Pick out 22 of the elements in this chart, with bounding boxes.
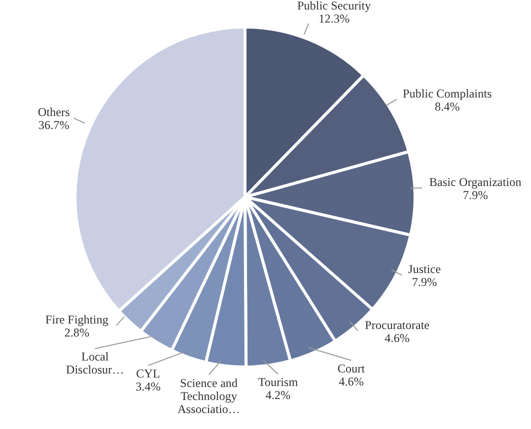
- slice-label: CYL: [136, 366, 160, 381]
- data-label: 2.8%: [64, 325, 90, 340]
- slice-label: Others: [38, 105, 70, 120]
- slice-label: Court: [338, 361, 366, 376]
- data-label: 4.6%: [338, 374, 364, 388]
- data-label: 12.3%: [318, 11, 350, 26]
- slice-label: Public Complaints: [402, 86, 492, 100]
- data-label: 3.4%: [136, 380, 161, 394]
- data-label: 7.9%: [462, 188, 488, 202]
- slice-label: Public Security: [297, 0, 371, 12]
- slice-label: Science and Technology Associatio…: [178, 376, 240, 416]
- slice-label: Tourism: [258, 375, 299, 390]
- slice-label: Fire Fighting: [45, 312, 108, 326]
- slice-label: Justice: [408, 262, 441, 276]
- slice-label: Basic Organization: [429, 175, 522, 189]
- data-label: 7.9%: [412, 275, 438, 290]
- data-label: 8.4%: [434, 99, 460, 114]
- slice-label: Local Disclosur…: [66, 350, 124, 377]
- slice-label: Procuratorate: [364, 318, 430, 332]
- data-label: 4.2%: [266, 388, 291, 402]
- data-label: 4.6%: [384, 330, 410, 345]
- data-label: 36.7%: [38, 118, 70, 132]
